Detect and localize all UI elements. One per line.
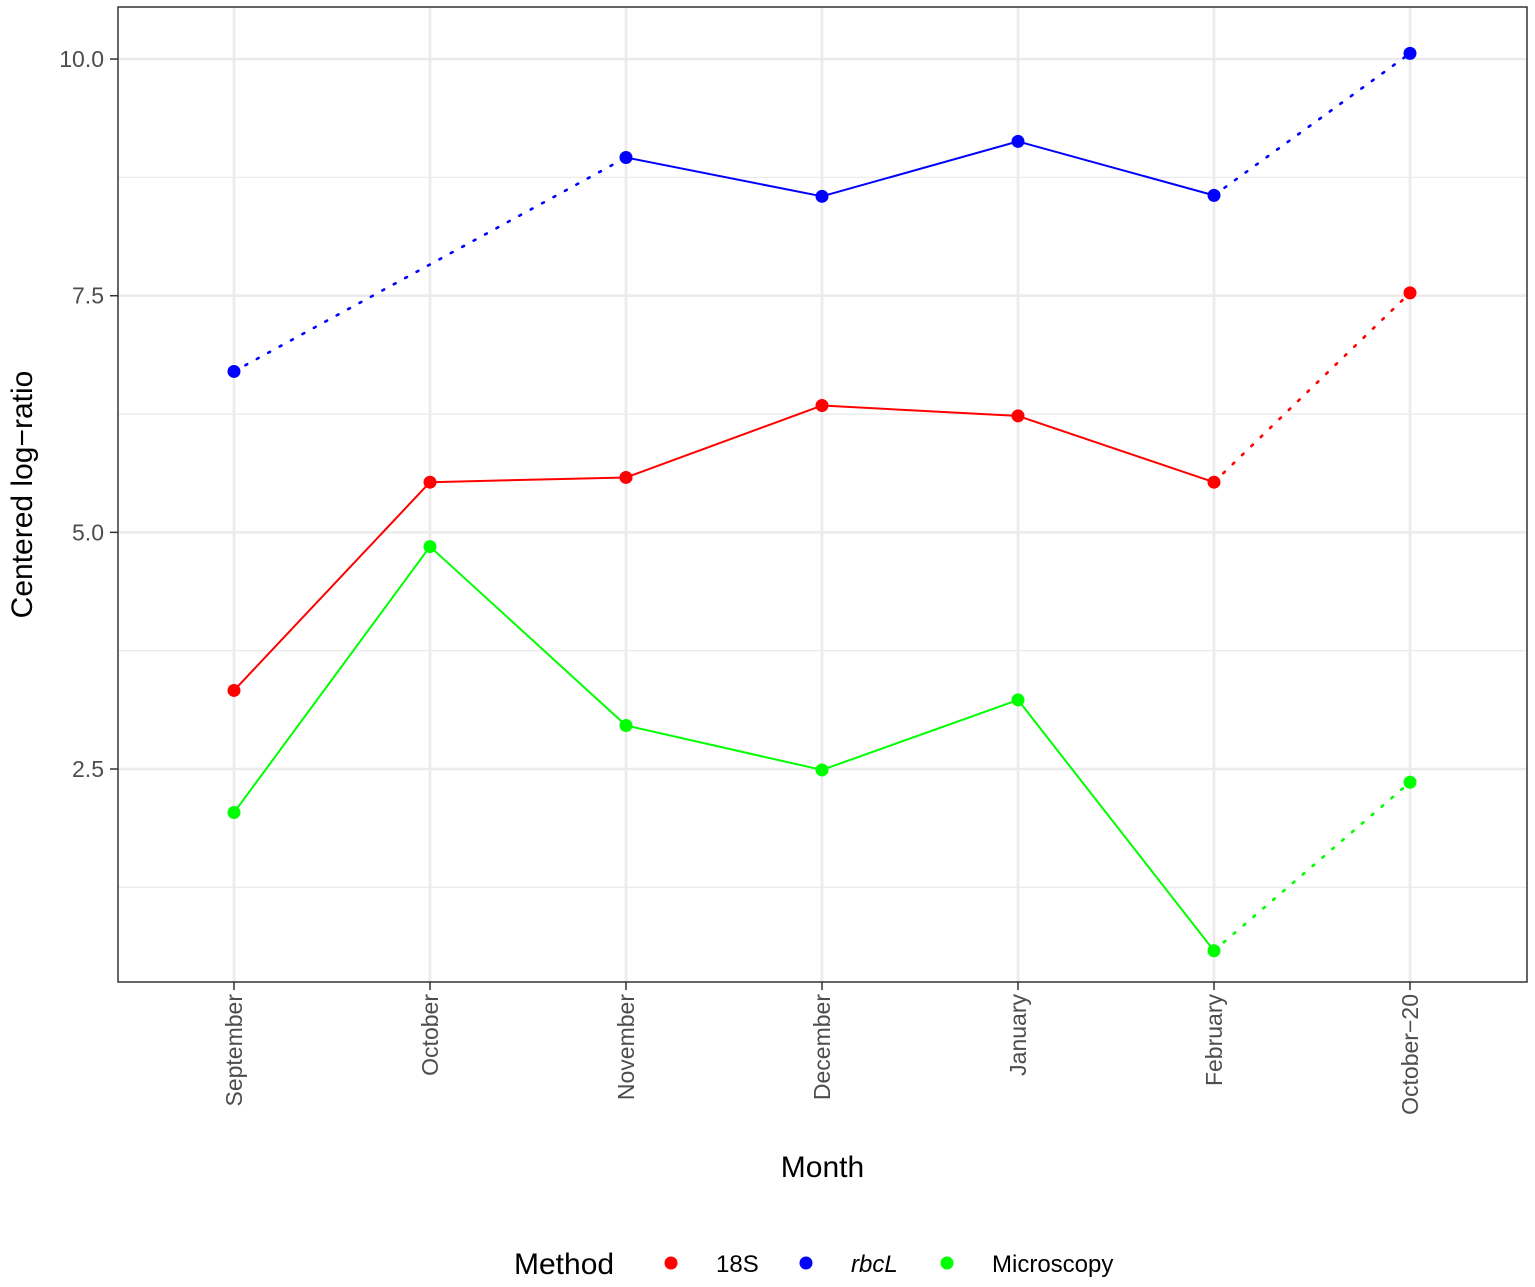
series-lines (232, 52, 1412, 953)
series-line-segment (1017, 414, 1215, 484)
data-point (1403, 775, 1417, 789)
legend-key (799, 1256, 813, 1270)
axes: 2.5 5.0 7.5 10.0 September October November Dec… (59, 46, 1423, 1115)
series-line-segment (429, 476, 627, 484)
series-line-segment (821, 698, 1019, 771)
data-point (423, 540, 437, 554)
series-line-segment (821, 140, 1019, 198)
legend-label: 18S (716, 1251, 759, 1278)
data-point (1403, 286, 1417, 300)
x-tick-label: October−20 (1397, 994, 1423, 1115)
data-point (1207, 188, 1221, 202)
y-tick-label: 10.0 (59, 46, 104, 72)
legend-key (940, 1256, 954, 1270)
data-point (619, 151, 633, 165)
series-line-segment (233, 481, 431, 692)
series-line-segment (1017, 699, 1215, 952)
data-point (619, 718, 633, 732)
y-tick-label: 7.5 (72, 283, 104, 309)
series-line-segment (233, 545, 431, 814)
data-point (1207, 475, 1221, 489)
series-points (227, 46, 1417, 958)
data-point (1011, 693, 1025, 707)
data-point (227, 683, 241, 697)
x-tick-label: February (1201, 994, 1227, 1087)
x-tick-label: September (221, 994, 247, 1107)
series-line-segment (232, 156, 628, 373)
series-line-segment (625, 156, 823, 198)
data-point (1207, 944, 1221, 958)
series-line-segment (625, 724, 823, 771)
data-point (619, 470, 633, 484)
y-tick-label: 5.0 (72, 519, 104, 545)
legend-key (664, 1256, 678, 1270)
series-line-segment (625, 404, 823, 479)
grid-lines (118, 7, 1527, 982)
y-tick-label: 2.5 (72, 756, 104, 782)
legend: Method 18S rbcL Microscopy (514, 1248, 1113, 1281)
data-point (1011, 409, 1025, 423)
x-tick-label: December (809, 994, 835, 1100)
x-tick-label: January (1005, 994, 1031, 1076)
data-point (1403, 46, 1417, 60)
series-line-segment (429, 545, 627, 727)
data-point (227, 806, 241, 820)
legend-label: rbcL (851, 1251, 898, 1278)
x-tick-label: October (417, 994, 443, 1076)
series-line-segment (1212, 52, 1412, 197)
x-tick-label: November (613, 994, 639, 1100)
series-line-segment (821, 404, 1019, 417)
data-point (815, 399, 829, 413)
y-axis-title: Centered log−ratio (6, 371, 39, 619)
data-point (423, 475, 437, 489)
series-line-segment (1212, 780, 1412, 953)
data-point (815, 189, 829, 203)
x-axis-title: Month (781, 1151, 864, 1184)
legend-label: Microscopy (992, 1251, 1113, 1278)
series-line-segment (1212, 291, 1412, 484)
series-line-segment (1017, 140, 1215, 197)
data-point (227, 364, 241, 378)
data-point (1011, 134, 1025, 148)
data-point (815, 763, 829, 777)
legend-title: Method (514, 1248, 614, 1281)
